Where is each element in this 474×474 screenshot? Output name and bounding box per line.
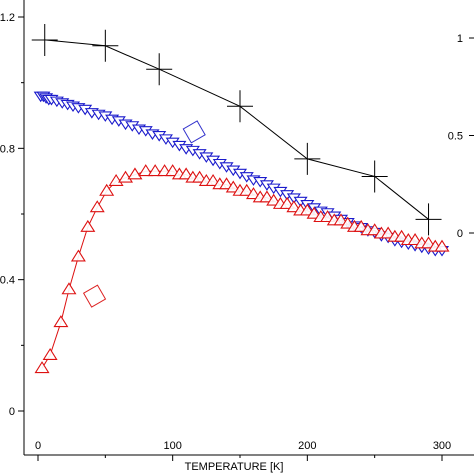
triangle-up-marker — [353, 219, 369, 232]
triangle-up-marker — [306, 206, 322, 219]
right-tick-label: 0.5 — [448, 131, 463, 143]
series-line — [41, 170, 442, 369]
x-tick-label: 200 — [298, 440, 316, 452]
right-axis-ticks: 00.51 — [448, 33, 474, 240]
triangle-up-marker — [165, 164, 181, 177]
x-tick-label: 300 — [433, 440, 451, 452]
triangle-up-marker — [407, 233, 423, 246]
triangle-up-marker — [380, 226, 396, 239]
left-tick-label: 0 — [9, 406, 15, 418]
triangle-up-marker — [320, 210, 336, 223]
triangle-up-marker — [219, 177, 235, 190]
triangle-up-marker — [118, 170, 134, 183]
series-black-plus — [31, 23, 442, 236]
left-tick-label: 1.2 — [0, 12, 15, 24]
triangle-up-marker — [127, 167, 143, 180]
triangle-up-marker — [340, 216, 356, 229]
triangle-up-marker — [53, 315, 69, 328]
triangle-up-marker — [434, 239, 450, 252]
triangle-up-marker — [245, 187, 261, 200]
triangle-up-marker — [108, 173, 124, 186]
series-layer — [31, 23, 450, 374]
plus-marker — [294, 142, 321, 175]
x-tick-label: 0 — [35, 440, 41, 452]
triangle-up-marker — [61, 282, 77, 295]
triangle-up-marker — [259, 190, 275, 203]
triangle-up-marker — [42, 347, 58, 360]
triangle-up-marker — [70, 249, 86, 262]
series-red-triangle-up — [34, 164, 450, 374]
plus-marker — [31, 23, 58, 56]
triangle-up-marker — [394, 229, 410, 242]
triangle-up-marker — [299, 203, 315, 216]
triangle-up-marker — [333, 213, 349, 226]
triangle-up-marker — [239, 183, 255, 196]
right-tick-label: 0 — [457, 228, 463, 240]
plus-marker — [227, 90, 253, 123]
triangle-up-marker — [99, 183, 115, 196]
square-marker — [82, 284, 107, 308]
triangle-up-marker — [147, 164, 163, 177]
triangle-up-marker — [80, 219, 96, 232]
triangle-up-marker — [421, 236, 437, 249]
plus-marker — [361, 160, 388, 193]
plus-marker — [415, 203, 442, 236]
left-tick-label: 0.4 — [0, 275, 15, 287]
triangle-up-marker — [279, 196, 295, 209]
right-tick-label: 1 — [457, 33, 463, 45]
plus-marker — [146, 53, 173, 86]
x-axis-ticks: 0 100 200 300 — [35, 440, 451, 461]
x-axis-title: TEMPERATURE [K] — [185, 461, 284, 473]
triangle-up-marker — [138, 164, 154, 177]
left-axis-ticks: 0 0.4 0.8 1.2 — [0, 12, 24, 418]
square-marker — [182, 120, 206, 144]
triangle-up-marker — [286, 200, 302, 213]
triangle-up-marker — [266, 193, 282, 206]
triangle-up-marker — [89, 200, 105, 213]
annotation-layer — [82, 120, 206, 308]
triangle-up-marker — [205, 173, 221, 186]
triangle-up-marker — [367, 223, 383, 236]
plot-frame — [23, 0, 474, 456]
triangle-up-marker — [225, 180, 241, 193]
x-tick-label: 100 — [163, 440, 181, 452]
triangle-up-marker — [178, 167, 194, 180]
triangle-up-marker — [34, 361, 50, 374]
left-tick-label: 0.8 — [0, 143, 15, 155]
plus-marker — [92, 29, 119, 62]
triangle-up-marker — [192, 170, 208, 183]
